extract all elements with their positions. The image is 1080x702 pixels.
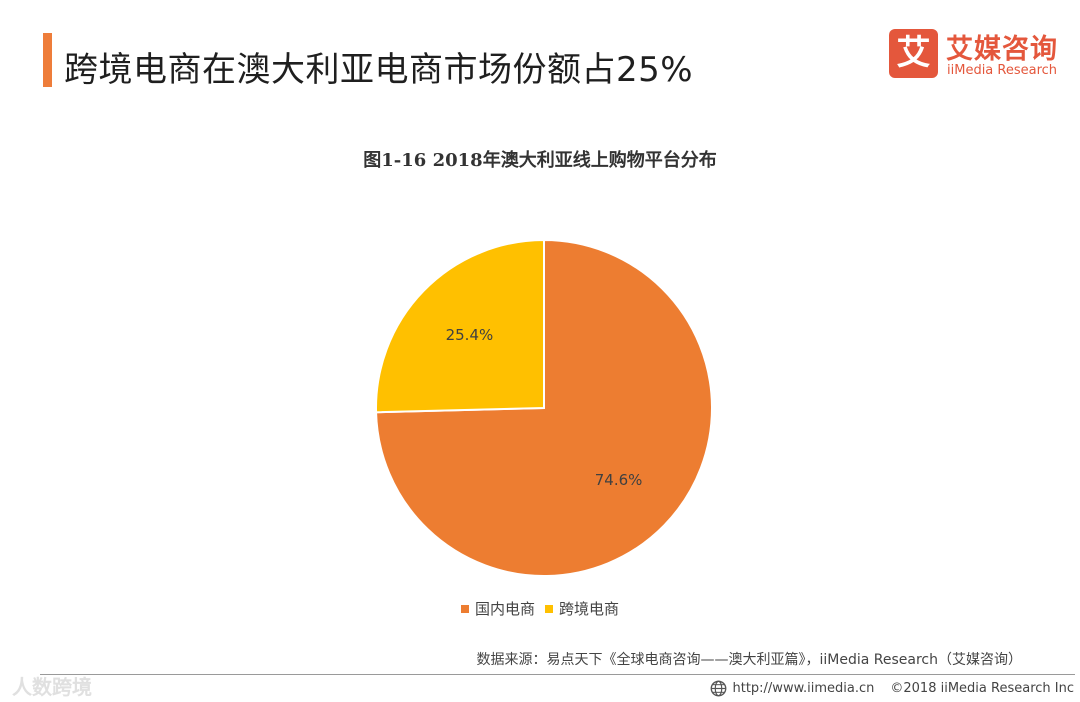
title-accent-bar	[43, 33, 52, 87]
globe-icon	[711, 680, 727, 697]
pie-slice-2	[375, 238, 545, 414]
logo-mark-icon: 艾	[889, 29, 938, 78]
data-source-note: 数据来源：易点天下《全球电商咨询——澳大利亚篇》，iiMedia Researc…	[476, 652, 1023, 668]
chart-title: 图1-16 2018年澳大利亚线上购物平台分布	[363, 150, 717, 171]
footer-copyright: ©2018 iiMedia Research Inc	[890, 681, 1074, 696]
footer: http://www.iimedia.cn ©2018 iiMedia Rese…	[710, 680, 1074, 697]
pie-slice-1	[375, 238, 713, 577]
page-title: 跨境电商在澳大利亚电商市场份额占25%	[64, 50, 694, 90]
pie-data-label-2: 25.4%	[446, 326, 494, 344]
legend-item-2: 跨境电商	[545, 598, 619, 619]
legend-swatch-2	[545, 604, 553, 613]
iimedia-logo: 艾 艾媒咨询 iiMedia Research	[889, 29, 1059, 81]
legend-item-1: 国内电商	[460, 598, 535, 619]
watermark: 人数跨境	[12, 675, 92, 699]
legend-label-1: 国内电商	[474, 600, 535, 618]
pie-data-label-1: 74.6%	[595, 471, 643, 489]
logo-name-en: iiMedia Research	[947, 63, 1058, 78]
chart-legend: 国内电商 跨境电商	[0, 598, 1080, 619]
legend-swatch-1	[460, 604, 469, 613]
footer-url[interactable]: http://www.iimedia.cn	[732, 681, 875, 696]
footer-divider	[40, 674, 1075, 675]
logo-name-cn: 艾媒咨询	[946, 34, 1058, 65]
legend-label-2: 跨境电商	[559, 600, 620, 618]
